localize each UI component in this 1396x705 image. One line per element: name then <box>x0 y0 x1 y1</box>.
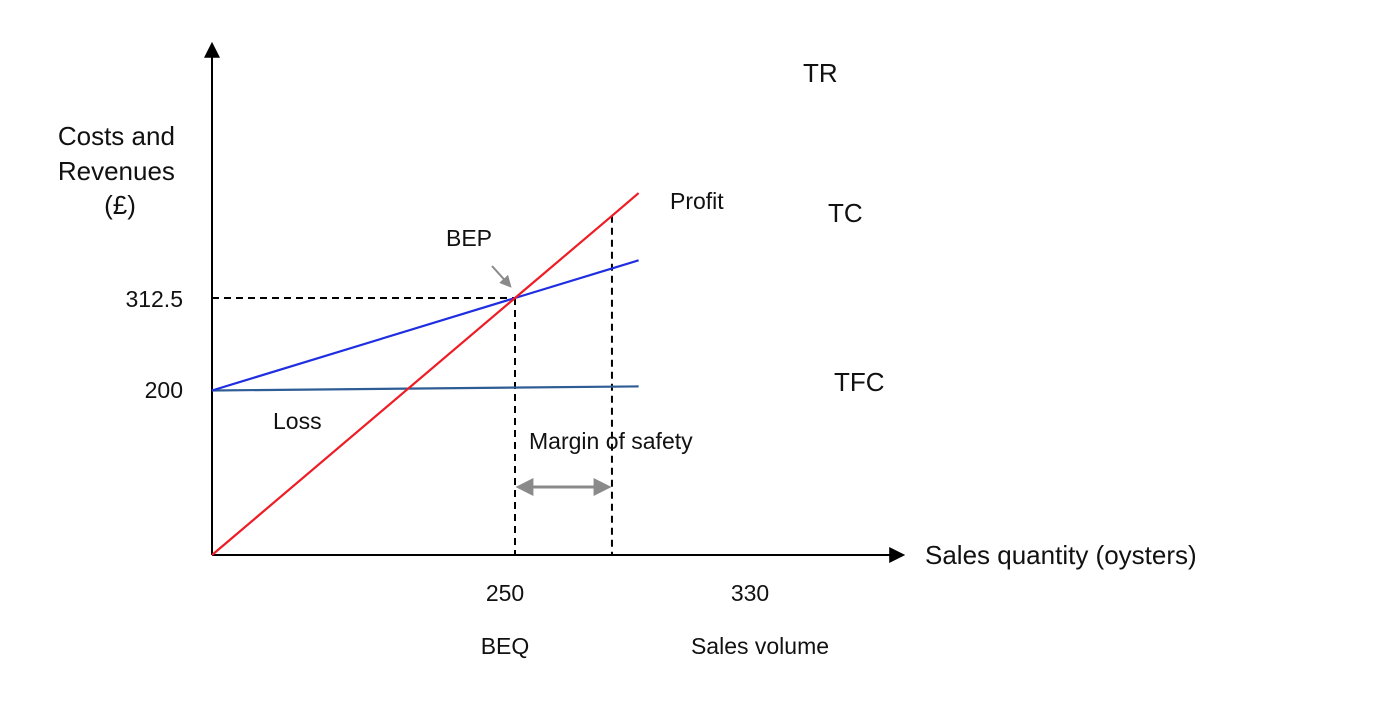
series-label-tfc: TFC <box>834 367 885 397</box>
x-axis-label: Sales quantity (oysters) <box>925 540 1197 570</box>
y-axis-label-line-2: Revenues <box>58 156 175 186</box>
y-axis-label: Costs and Revenues (£) <box>58 121 182 220</box>
annotation-bep: BEP <box>446 225 492 251</box>
annotation-margin-of-safety: Margin of safety <box>529 428 693 454</box>
bep-pointer-arrow <box>491 265 512 288</box>
y-tick-label-200: 200 <box>145 377 183 403</box>
x-tick-sublabel-sales-volume: Sales volume <box>691 633 829 659</box>
series-line-tfc <box>211 385 639 392</box>
x-tick-label-250: 250 <box>486 580 524 606</box>
series-label-tr: TR <box>803 58 838 88</box>
x-tick-label-330: 330 <box>731 580 769 606</box>
annotation-profit: Profit <box>670 188 724 214</box>
series-line-tr <box>211 192 640 556</box>
series-label-tc: TC <box>828 198 863 228</box>
x-tick-sublabel-beq: BEQ <box>481 633 530 659</box>
y-axis-label-line-3: (£) <box>104 190 136 220</box>
annotation-loss: Loss <box>273 408 322 434</box>
y-tick-label-312-5: 312.5 <box>125 286 183 312</box>
series-line-tc <box>211 259 639 392</box>
y-axis-label-line-1: Costs and <box>58 121 175 151</box>
